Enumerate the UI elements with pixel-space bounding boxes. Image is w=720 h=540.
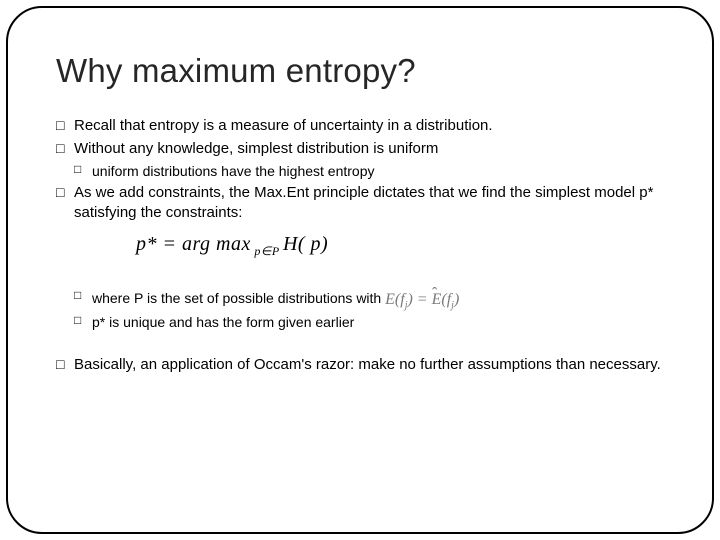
bullet-2-sublist: uniform distributions have the highest e… [74, 162, 664, 180]
spacer-2 [56, 335, 664, 349]
bullet-3-sublist: where P is the set of possible distribut… [74, 288, 664, 332]
bullet-2a-text: uniform distributions have the highest e… [92, 163, 375, 179]
slide-frame: Why maximum entropy? Recall that entropy… [6, 6, 714, 534]
bullet-2: Without any knowledge, simplest distribu… [56, 139, 664, 180]
bullet-list-2: Basically, an application of Occam's raz… [56, 355, 664, 375]
bullet-3a: where P is the set of possible distribut… [74, 288, 664, 311]
bullet-4-text: Basically, an application of Occam's raz… [74, 356, 661, 373]
bullet-3b-text: p* is unique and has the form given earl… [92, 314, 354, 330]
bullet-1-text: Recall that entropy is a measure of unce… [74, 117, 493, 134]
formula-inline: E(fj) = E(fj) [385, 291, 459, 308]
spacer [74, 271, 664, 285]
bullet-2-text: Without any knowledge, simplest distribu… [74, 140, 438, 157]
bullet-1: Recall that entropy is a measure of unce… [56, 116, 664, 136]
formula-main: p* = arg max p∈P H( p) [136, 231, 664, 263]
bullet-3-text: As we add constraints, the Max.Ent princ… [74, 184, 653, 221]
formula-main-text: p* = arg max p∈P H( p) [136, 233, 328, 255]
bullet-3: As we add constraints, the Max.Ent princ… [56, 183, 664, 331]
formula-eq: = arg max [157, 233, 251, 255]
bullet-3b: p* is unique and has the form given earl… [74, 313, 664, 331]
bullet-list: Recall that entropy is a measure of unce… [56, 116, 664, 332]
bullet-2a: uniform distributions have the highest e… [74, 162, 664, 180]
formula-rhs: H( p) [283, 233, 328, 255]
formula-lhs: p* [136, 233, 157, 255]
slide-title: Why maximum entropy? [56, 52, 664, 90]
formula-sub: p∈P [251, 244, 283, 258]
bullet-4: Basically, an application of Occam's raz… [56, 355, 664, 375]
bullet-3a-text: where P is the set of possible distribut… [92, 290, 381, 306]
